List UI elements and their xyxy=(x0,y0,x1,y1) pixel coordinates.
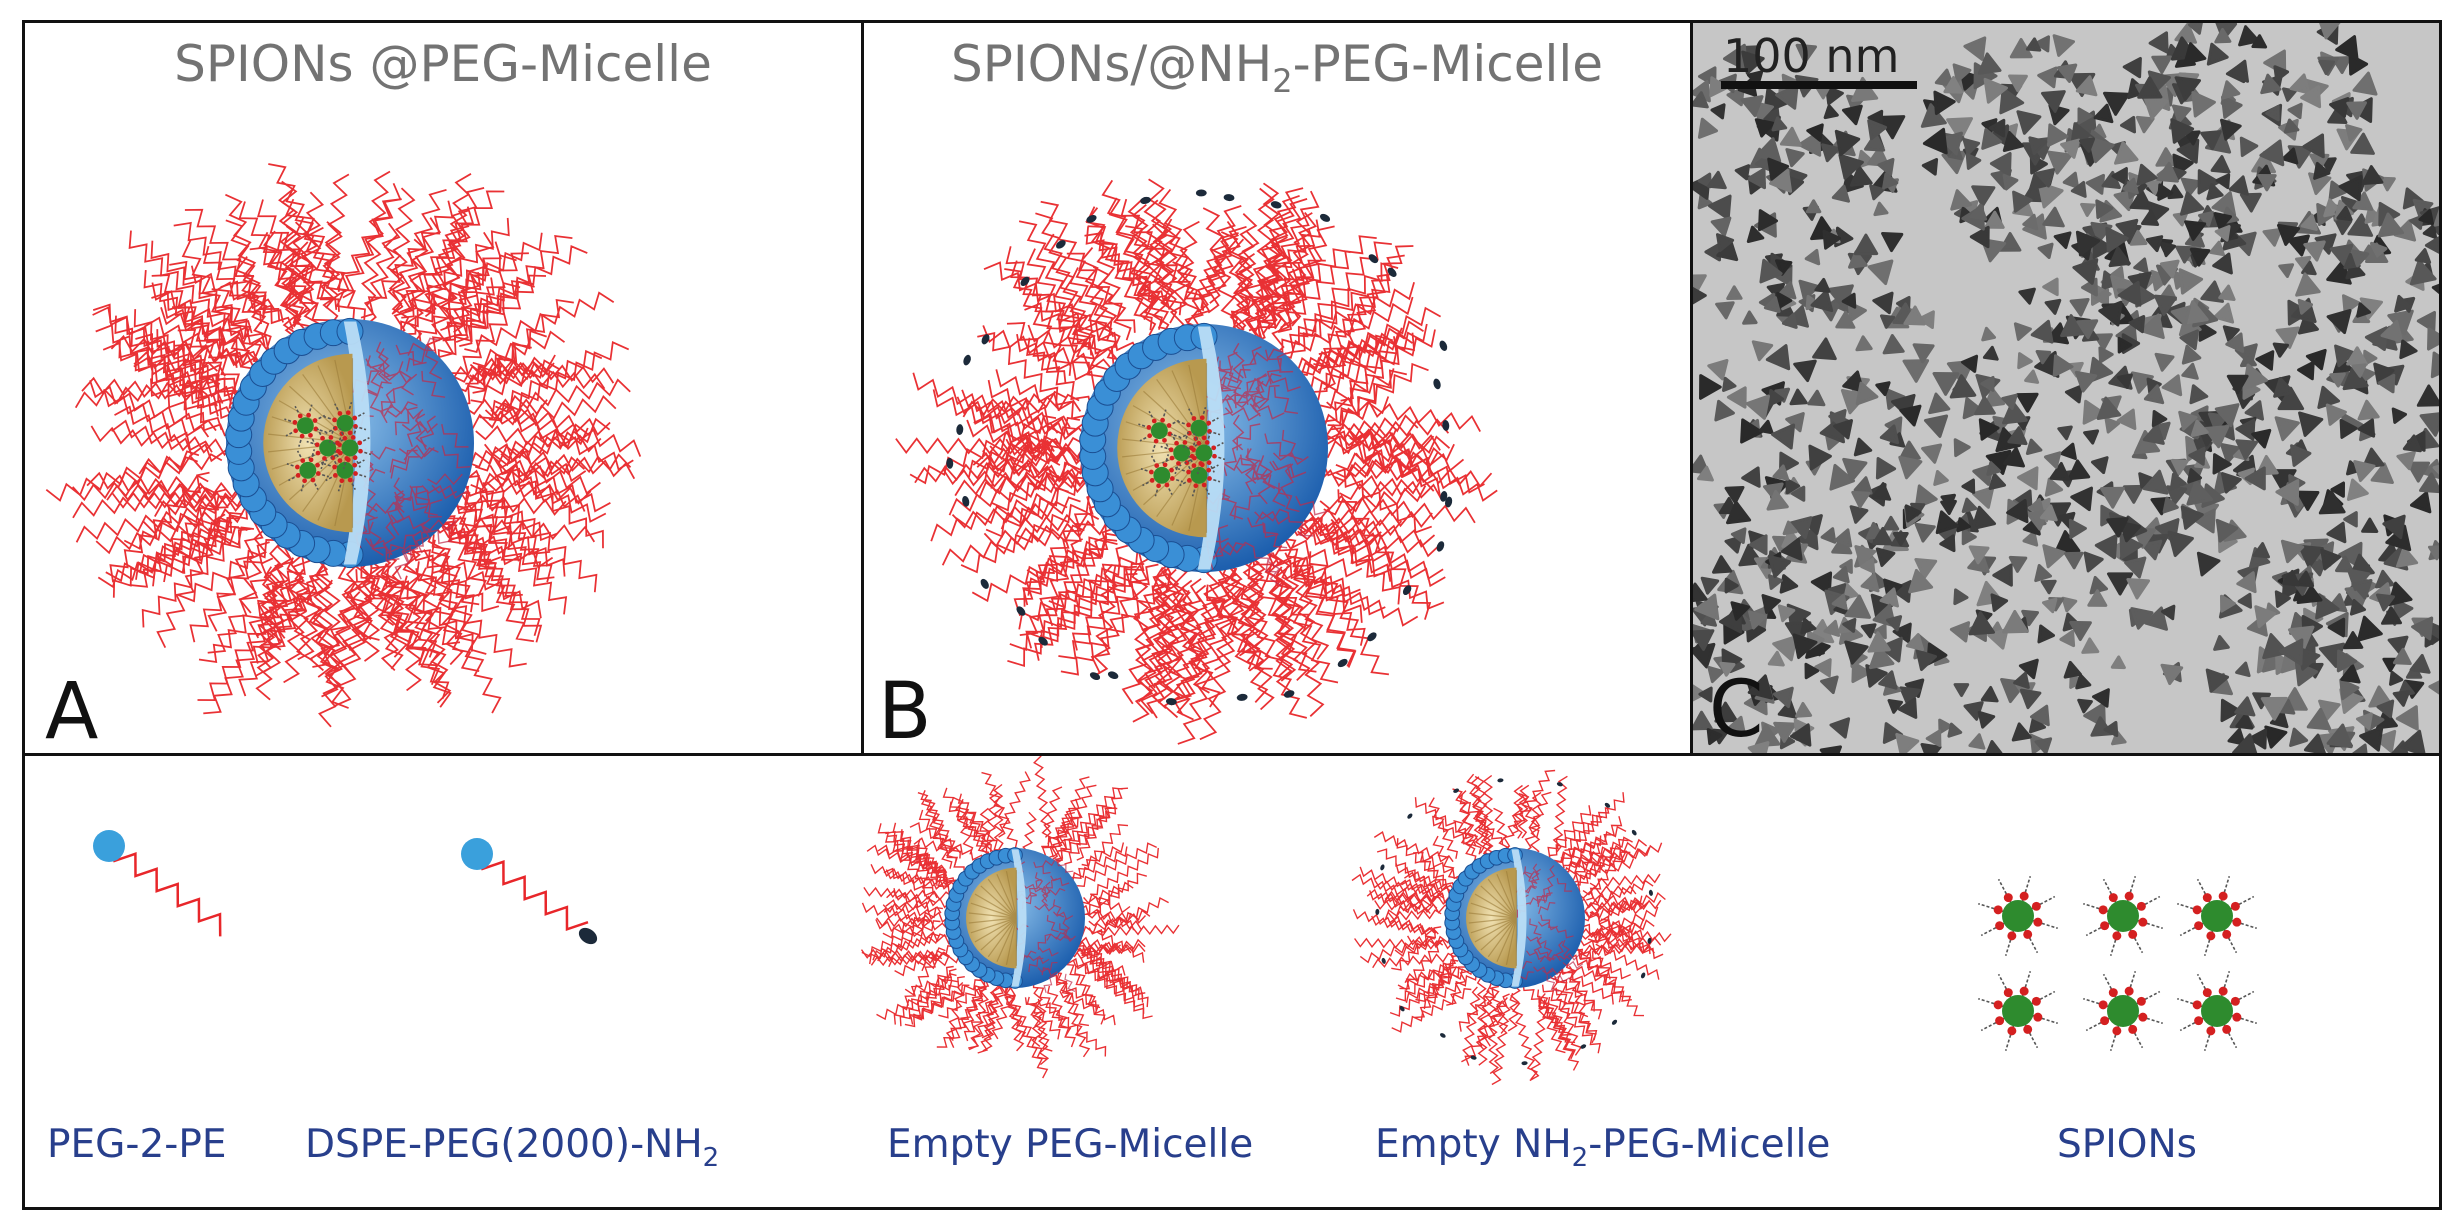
legend-label-empty-peg-micelle: Empty PEG-Micelle xyxy=(887,1122,1254,1167)
panel-a-letter: A xyxy=(45,667,99,756)
legend-label-empty-nh2-peg-micelle: Empty NH2-PEG-Micelle xyxy=(1375,1122,1831,1173)
tem-micrograph xyxy=(1693,23,2439,753)
panel-c-tem-image: 100 nm C xyxy=(1690,20,2442,756)
panel-c-letter: C xyxy=(1709,665,1764,755)
panel-b-title: SPIONs/@NH2-PEG-Micelle xyxy=(950,35,1604,100)
legend-illustrations xyxy=(93,830,2257,1051)
legend-label-spions: SPIONs xyxy=(2057,1122,2197,1167)
panel-b-letter: B xyxy=(878,667,932,756)
legend-label-peg-2-pe: PEG-2-PE xyxy=(47,1122,227,1167)
scale-bar xyxy=(1721,81,1917,89)
scale-bar-label: 100 nm xyxy=(1723,29,1900,83)
empty-peg-micelle-icon xyxy=(860,756,1180,1079)
legend-label-dspe-peg-nh2: DSPE-PEG(2000)-NH2 xyxy=(305,1122,720,1173)
spion-nh2-peg-micelle-illustration xyxy=(895,178,1498,745)
panel-b: SPIONs/@NH2-PEG-Micelle B xyxy=(861,20,1693,756)
panel-a: SPIONs @PEG-Micelle A xyxy=(22,20,864,756)
legend-panel: PEG-2-PE DSPE-PEG(2000)-NH2 Empty PEG-Mi… xyxy=(22,753,2442,1210)
empty-nh2-peg-micelle-icon xyxy=(1351,769,1672,1086)
panel-a-title: SPIONs @PEG-Micelle xyxy=(174,35,712,93)
spion-peg-micelle-illustration xyxy=(45,163,642,728)
